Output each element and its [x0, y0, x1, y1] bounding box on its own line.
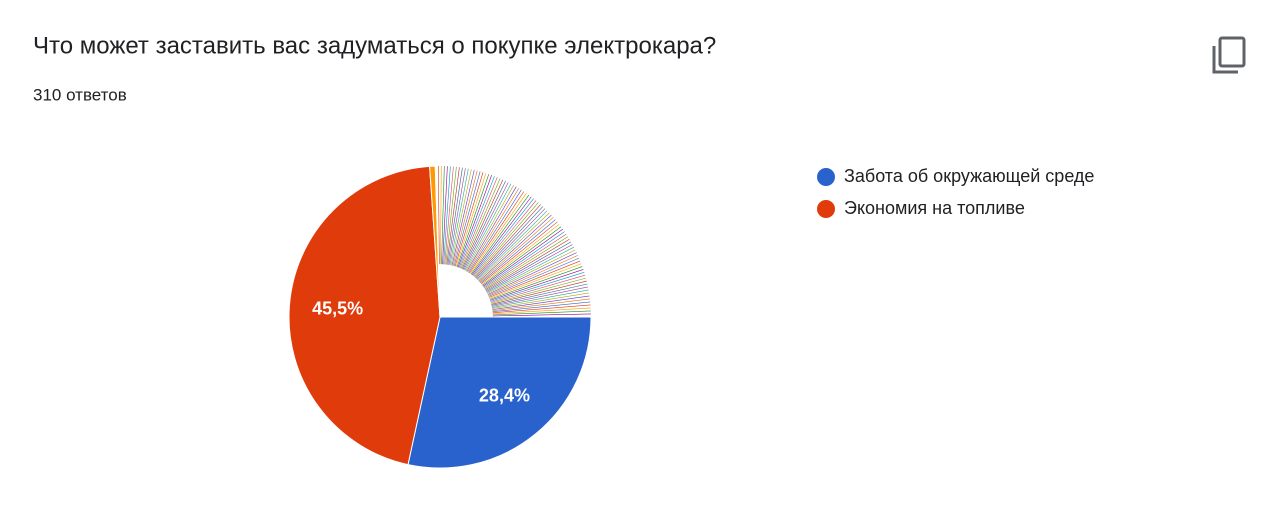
- slice-stripe: [472, 198, 534, 276]
- copy-icon[interactable]: [1212, 36, 1246, 74]
- slice-stripe: [457, 175, 492, 268]
- slice-stripe: [484, 236, 569, 290]
- slice-stripe: [447, 167, 463, 265]
- slice-stripe: [476, 208, 546, 280]
- slice-stripe: [460, 178, 501, 269]
- slice-stripe: [478, 212, 550, 281]
- slice-stripe: [484, 233, 567, 289]
- slice-stripe: [490, 269, 584, 301]
- slice-stripe: [489, 266, 583, 300]
- slice-stripe: [475, 204, 541, 278]
- slice-stripe: [487, 249, 576, 294]
- slice-stripe: [492, 313, 591, 317]
- slice-stripe: [453, 171, 481, 267]
- slice-stripe: [470, 194, 530, 275]
- slice-stripe: [492, 292, 590, 309]
- data-label: 45,5%: [312, 298, 363, 318]
- slice-stripe: [492, 310, 591, 316]
- slice-stripe: [459, 177, 498, 269]
- slice-stripe: [492, 307, 591, 315]
- slice-stripe: [485, 241, 572, 291]
- slice-stripe: [455, 173, 487, 267]
- slice-stripe: [490, 277, 586, 304]
- legend-label: Экономия на топливе: [844, 198, 1025, 218]
- slice-stripe: [450, 169, 472, 266]
- legend-label: Забота об окружающей среде: [844, 166, 1094, 186]
- slice-stripe: [437, 166, 440, 265]
- slice-stripe: [491, 283, 588, 306]
- chart-subtitle: 310 ответов: [33, 85, 127, 104]
- slice-stripe: [492, 304, 591, 314]
- pie-slice: [407, 316, 592, 469]
- slice-stripe: [480, 221, 558, 284]
- slice-stripe: [480, 219, 556, 284]
- slice-stripe: [491, 280, 587, 305]
- pie-slice: [288, 165, 441, 466]
- slice-stripe: [452, 170, 478, 266]
- slice-stripe: [440, 166, 442, 265]
- slice-stripe: [469, 191, 525, 274]
- slice-stripe: [486, 246, 575, 293]
- slice-stripe: [475, 206, 544, 279]
- slice-stripe: [487, 252, 577, 295]
- slice-stripe: [451, 169, 475, 266]
- slice-stripe: [474, 202, 539, 278]
- slice-stripe: [458, 176, 495, 268]
- slice-stripe: [489, 263, 582, 299]
- slice-stripe: [442, 166, 448, 265]
- slice-stripe: [466, 186, 517, 272]
- slice-stripe: [471, 196, 532, 276]
- slice-stripe: [449, 168, 469, 266]
- slice-stripe: [445, 166, 457, 265]
- slice-stripe: [462, 180, 506, 270]
- slice-stripe: [488, 255, 578, 296]
- slice-stripe: [443, 166, 451, 265]
- slice-stripe: [448, 168, 466, 265]
- slice-stripe: [456, 174, 490, 268]
- slice-stripe: [481, 224, 560, 285]
- legend-swatch: [817, 200, 835, 218]
- slice-stripe: [473, 200, 537, 277]
- slice-stripe: [492, 298, 590, 311]
- slice-stripe: [465, 185, 514, 272]
- slice-stripe: [468, 189, 522, 273]
- legend-swatch: [817, 168, 835, 186]
- slice-stripe: [464, 183, 512, 271]
- slice-stripe: [485, 239, 570, 291]
- slice-stripe: [491, 289, 589, 308]
- slice-stripe: [470, 193, 527, 274]
- slice-stripe: [479, 217, 554, 283]
- slice-stripe: [492, 301, 591, 313]
- slice-stripe: [454, 172, 484, 267]
- slice-stripe: [488, 260, 581, 298]
- data-label: 28,4%: [479, 386, 530, 406]
- slice-stripe: [461, 179, 504, 270]
- slice-stripe: [486, 244, 573, 292]
- slice-stripe: [482, 228, 563, 287]
- slice-stripe: [488, 257, 580, 297]
- slice-stripe: [444, 166, 454, 265]
- slice-stripe: [441, 166, 445, 265]
- slice-stripe: [491, 286, 589, 307]
- chart-title: Что может заставить вас задуматься о пок…: [33, 32, 716, 59]
- slice-stripe: [482, 226, 562, 286]
- slice-stripe: [463, 182, 509, 270]
- slice-stripe: [467, 188, 520, 273]
- slice-stripe: [446, 167, 460, 265]
- slice-stripe: [478, 214, 552, 282]
- slice-stripe: [492, 295, 590, 310]
- slice-stripe: [490, 274, 586, 303]
- slice-stripe: [483, 231, 565, 288]
- slice-stripe: [490, 272, 585, 302]
- slice-stripe: [477, 210, 548, 281]
